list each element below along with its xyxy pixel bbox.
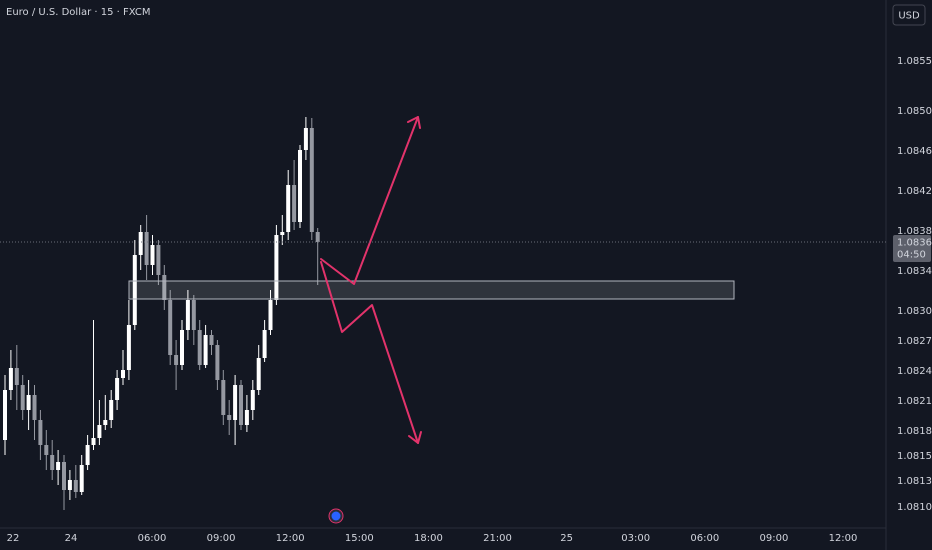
- candle-body: [168, 300, 173, 355]
- y-tick-label: 1.08340: [897, 266, 932, 277]
- y-tick-label: 1.08130: [897, 476, 932, 487]
- candle-body: [315, 232, 320, 242]
- currency-label: USD: [898, 11, 920, 22]
- candle-body: [38, 420, 43, 445]
- candle-body: [309, 128, 314, 232]
- y-tick-label: 1.08270: [897, 336, 932, 347]
- x-tick-label: 15:00: [345, 533, 374, 544]
- candle-body: [85, 445, 90, 465]
- candle-body: [197, 330, 202, 365]
- candle-body: [180, 330, 184, 365]
- y-tick-label: 1.08155: [897, 451, 932, 462]
- candle-body: [233, 385, 238, 420]
- event-icon-inner: [331, 511, 341, 521]
- y-tick-label: 1.08180: [897, 426, 932, 437]
- candle-body: [26, 395, 31, 410]
- x-tick-label: 12:00: [829, 533, 858, 544]
- x-tick-label: 22: [7, 533, 20, 544]
- candle-body: [91, 438, 96, 445]
- arrow-up: [320, 116, 419, 285]
- candle-body: [256, 358, 261, 390]
- candle-body: [239, 385, 243, 425]
- currency-button[interactable]: [892, 4, 926, 26]
- candle-body: [191, 300, 196, 330]
- candle-body: [262, 330, 267, 358]
- countdown-label: 04:50: [897, 250, 926, 261]
- chart-title: Euro / U.S. Dollar · 15 · FXCM: [6, 7, 151, 18]
- candle-body: [138, 232, 143, 255]
- y-tick-label: 1.08420: [897, 186, 932, 197]
- candle-body: [185, 300, 190, 330]
- y-tick-label: 1.08300: [897, 306, 932, 317]
- last-price-label: 1.08369: [897, 238, 932, 249]
- candle-body: [3, 390, 7, 440]
- y-tick-label: 1.08240: [897, 366, 932, 377]
- candle-body: [109, 400, 114, 420]
- candle-body: [227, 415, 232, 420]
- arrow-head-up: [407, 116, 421, 129]
- x-tick-label: 24: [65, 533, 78, 544]
- candle-body: [126, 325, 131, 370]
- y-tick-label: 1.08460: [897, 146, 932, 157]
- candle-body: [292, 185, 297, 222]
- x-tick-label: 06:00: [690, 533, 719, 544]
- candle-body: [303, 128, 308, 150]
- last-price-box: [893, 235, 931, 262]
- candle-body: [286, 185, 291, 232]
- candle-body: [215, 345, 220, 380]
- candle-body: [162, 275, 167, 300]
- candle-body: [132, 255, 137, 325]
- candle-body: [14, 368, 19, 385]
- y-tick-label: 1.08380: [897, 226, 932, 237]
- candle-body: [298, 150, 302, 222]
- candle-body: [274, 235, 279, 300]
- candle-body: [73, 480, 78, 492]
- candle-body: [44, 445, 49, 455]
- y-tick-label: 1.08104: [897, 502, 932, 513]
- candle-body: [50, 455, 55, 470]
- candle-body: [268, 300, 273, 330]
- drawing-arrows: [320, 116, 422, 444]
- candle-body: [250, 390, 255, 410]
- x-tick-label: 03:00: [621, 533, 650, 544]
- candle-body: [244, 410, 249, 425]
- candle-body: [150, 245, 155, 265]
- y-tick-label: 1.08500: [897, 106, 932, 117]
- plot-area: [3, 117, 320, 510]
- candle-body: [209, 335, 214, 345]
- candle-body: [156, 245, 161, 275]
- candle-body: [221, 380, 226, 415]
- x-tick-label: 06:00: [138, 533, 167, 544]
- y-tick-label: 1.08550: [897, 56, 932, 67]
- x-tick-label: 12:00: [276, 533, 305, 544]
- candle-body: [62, 462, 66, 490]
- candle-body: [20, 385, 25, 410]
- candle-body: [97, 425, 102, 438]
- candle-body: [121, 370, 125, 378]
- candle-body: [79, 465, 84, 492]
- candle-body: [203, 335, 208, 365]
- candle-body: [32, 395, 37, 420]
- zone-rectangle: [128, 280, 735, 300]
- candle-body: [174, 355, 179, 365]
- candle-body: [115, 378, 120, 400]
- y-tick-label: 1.08210: [897, 396, 932, 407]
- x-tick-label: 09:00: [207, 533, 236, 544]
- arrow-down: [320, 261, 419, 444]
- candle-body: [8, 368, 13, 390]
- x-tick-label: 21:00: [483, 533, 512, 544]
- candle-body: [280, 232, 285, 235]
- candle-body: [67, 480, 72, 490]
- candle-body: [144, 232, 149, 265]
- x-tick-label: 25: [560, 533, 573, 544]
- candle-body: [56, 462, 61, 470]
- candle-body: [103, 420, 108, 425]
- x-tick-label: 09:00: [759, 533, 788, 544]
- x-tick-label: 18:00: [414, 533, 443, 544]
- arrow-head-down: [408, 431, 422, 444]
